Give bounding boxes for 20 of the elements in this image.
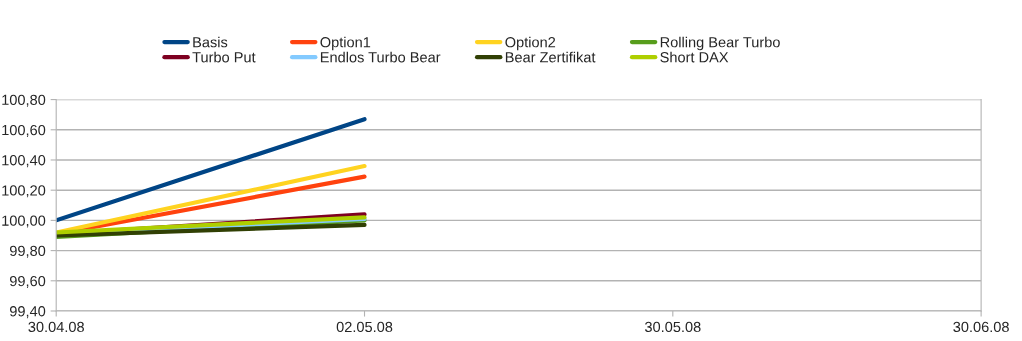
y-tick-label: 99,60 bbox=[9, 275, 46, 288]
legend-label: Rolling Bear Turbo bbox=[660, 36, 780, 51]
x-tick-label: 30.06.08 bbox=[953, 321, 1009, 333]
y-tick-label: 100,80 bbox=[2, 94, 46, 107]
legend-label: Bear Zertifikat bbox=[505, 51, 596, 63]
x-tick-label: 02.05.08 bbox=[336, 321, 393, 333]
x-tick-label: 30.04.08 bbox=[28, 321, 84, 333]
y-tick-label: 100,20 bbox=[2, 185, 46, 198]
legend-label: Option2 bbox=[505, 36, 556, 51]
legend-label: Basis bbox=[193, 36, 228, 48]
legend-label: Turbo Put bbox=[192, 51, 256, 63]
y-tick-label: 99,40 bbox=[9, 306, 46, 319]
y-tick-label: 100,00 bbox=[2, 215, 46, 228]
y-tick-label: 100,40 bbox=[2, 155, 46, 168]
x-tick-label: 30.05.08 bbox=[644, 321, 701, 333]
y-tick-label: 99,80 bbox=[9, 245, 46, 258]
y-tick-label: 100,60 bbox=[2, 124, 46, 137]
legend-label: Short DAX bbox=[660, 51, 729, 63]
legend-label: Option1 bbox=[320, 36, 371, 51]
legend-label: Endlos Turbo Bear bbox=[320, 51, 441, 63]
